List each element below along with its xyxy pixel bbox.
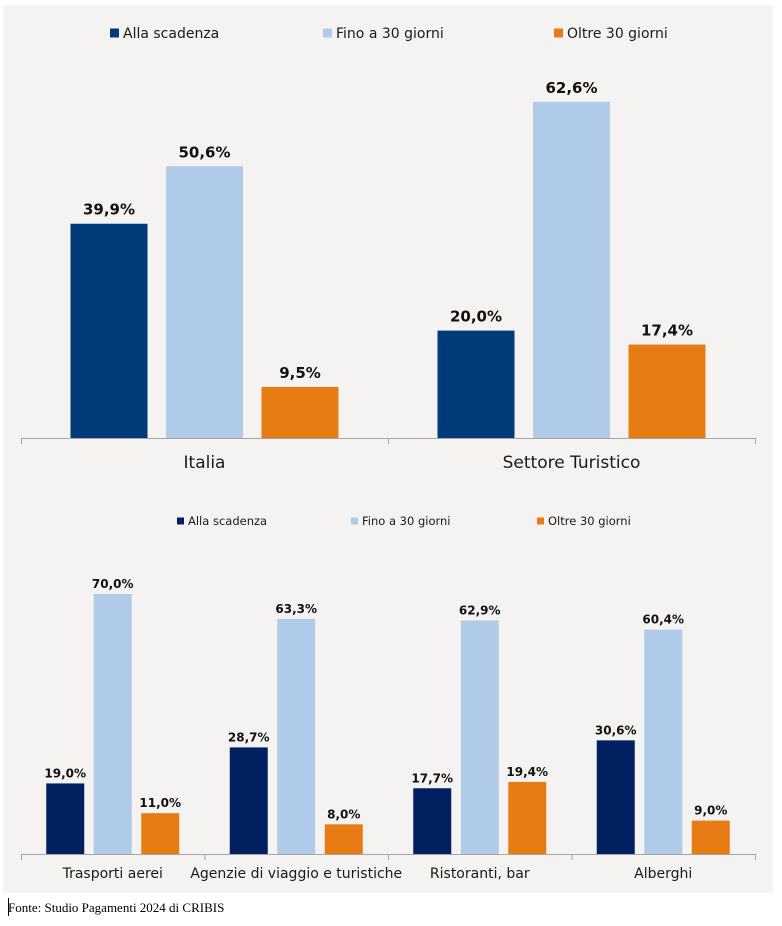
bar — [141, 813, 180, 854]
bar — [644, 629, 683, 854]
data-label: 63,3% — [275, 602, 317, 616]
legend-label: Alla scadenza — [188, 514, 267, 528]
top-chart: Alla scadenza Fino a 30 giorni Oltre 30 gi… — [21, 26, 756, 473]
data-label: 39,9% — [83, 201, 135, 219]
bar — [46, 783, 85, 854]
legend-label: Alla scadenza — [123, 26, 219, 42]
legend-marker — [351, 517, 358, 525]
bar — [229, 747, 268, 854]
source-note: Fonte: Studio Pagamenti 2024 di CRIBIS — [8, 900, 225, 915]
bar — [70, 223, 148, 438]
category-label: Trasporti aerei — [62, 866, 163, 882]
data-label: 17,7% — [411, 771, 453, 785]
data-label: 19,4% — [506, 765, 548, 779]
bar — [460, 620, 499, 854]
legend-marker — [537, 517, 544, 525]
bar — [277, 618, 316, 854]
bar — [508, 781, 547, 854]
data-label: 62,9% — [459, 603, 501, 617]
legend-marker — [177, 517, 184, 525]
bar — [437, 330, 515, 438]
category-label: Agenzie di viaggio e turistiche — [190, 866, 402, 882]
data-label: 17,4% — [641, 322, 693, 340]
legend-label: Fino a 30 giorni — [362, 514, 451, 528]
category-label: Italia — [184, 453, 226, 473]
data-label: 9,5% — [279, 364, 321, 382]
bar — [413, 788, 452, 854]
bar — [324, 824, 363, 854]
bar — [596, 740, 635, 854]
bar — [533, 101, 610, 438]
legend-marker — [554, 28, 563, 38]
bar — [261, 386, 339, 438]
category-label: Ristoranti, bar — [430, 866, 530, 882]
bar — [691, 820, 730, 854]
legend-label: Oltre 30 giorni — [567, 26, 668, 42]
text-cursor — [8, 898, 9, 916]
legend-marker — [323, 28, 332, 38]
data-label: 70,0% — [92, 577, 134, 591]
data-label: 30,6% — [595, 723, 637, 737]
legend-label: Oltre 30 giorni — [548, 514, 631, 528]
data-label: 20,0% — [450, 308, 502, 326]
category-label: Alberghi — [634, 866, 692, 882]
data-label: 60,4% — [642, 613, 684, 627]
legend-label: Fino a 30 giorni — [336, 26, 444, 42]
data-label: 9,0% — [694, 804, 727, 818]
data-label: 62,6% — [545, 79, 597, 97]
data-label: 19,0% — [44, 766, 86, 780]
data-label: 11,0% — [139, 796, 181, 810]
bottom-chart: Alla scadenza Fino a 30 giorni Oltre 30 gi… — [21, 514, 756, 882]
data-label: 28,7% — [228, 730, 270, 744]
category-label: Settore Turistico — [503, 453, 641, 473]
data-label: 50,6% — [178, 143, 230, 161]
bar — [93, 594, 132, 854]
legend-marker — [110, 28, 119, 38]
bar — [166, 166, 243, 438]
bar — [628, 344, 706, 438]
data-label: 8,0% — [327, 807, 360, 821]
